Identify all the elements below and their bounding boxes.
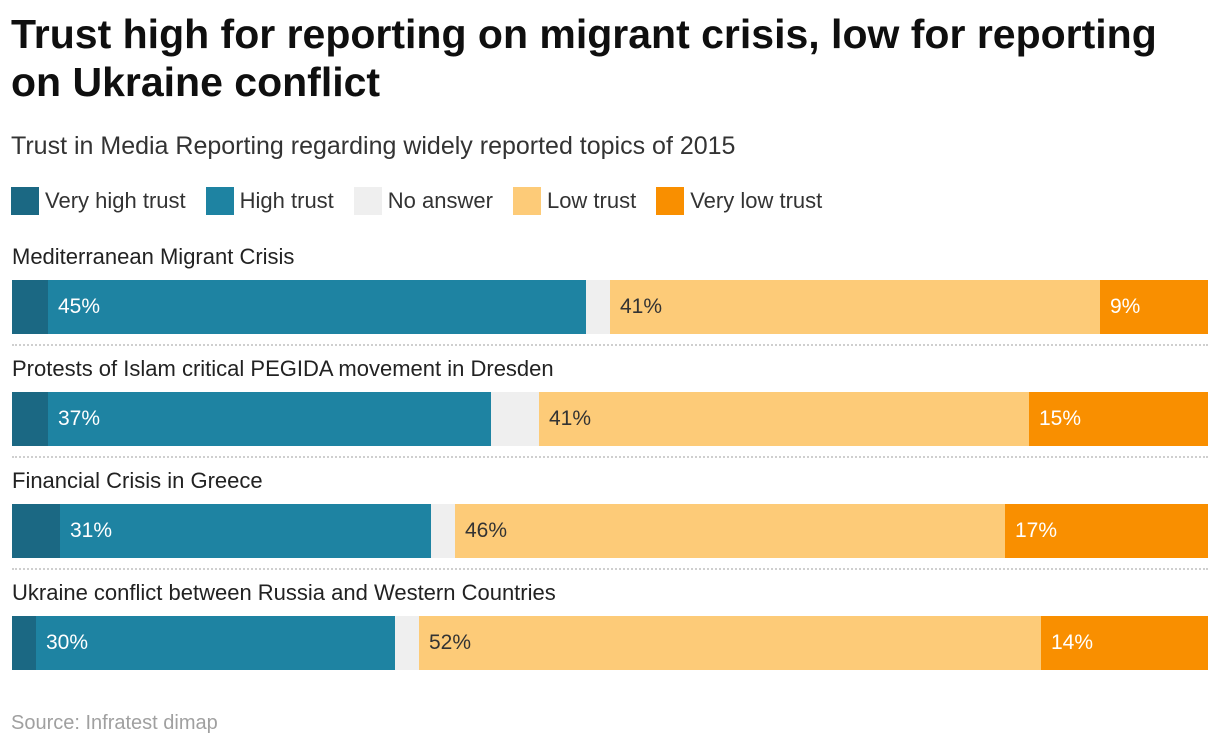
source-note: Source: Infratest dimap <box>11 712 218 734</box>
stacked-bar: 30% 52% 14% <box>12 616 1208 670</box>
bar-segment-low: 46% <box>455 504 1005 558</box>
bar-segment-high: 30% <box>36 616 395 670</box>
bar-segment-very-low: 17% <box>1005 504 1208 558</box>
data-label: 30% <box>46 631 89 654</box>
row-divider <box>12 568 1208 570</box>
legend-swatch <box>512 187 541 215</box>
category-label: Protests of Islam critical PEGIDA moveme… <box>12 356 554 381</box>
data-label: 17% <box>1015 519 1058 542</box>
data-label: 37% <box>58 407 101 430</box>
stacked-bar: 37% 41% 15% <box>12 392 1208 446</box>
bar-segment-no-answer <box>431 504 455 558</box>
category-label: Ukraine conflict between Russia and West… <box>12 580 556 605</box>
data-label: 46% <box>465 519 508 542</box>
bar-segment-low: 52% <box>419 616 1041 670</box>
bar-segment-very-high <box>12 504 60 558</box>
legend-swatch <box>353 187 382 215</box>
chart-row: Mediterranean Migrant Crisis 45% 41% 9% <box>12 238 1208 350</box>
legend-item-no-answer: No answer <box>353 187 493 215</box>
legend-item-high: High trust <box>205 187 334 215</box>
bar-segment-very-high <box>12 616 36 670</box>
legend-item-very-low: Very low trust <box>656 187 822 215</box>
bar-chart-rows: Mediterranean Migrant Crisis 45% 41% 9% Prot… <box>12 238 1208 686</box>
legend-item-low: Low trust <box>512 187 637 215</box>
row-divider <box>12 456 1208 458</box>
bar-segment-very-high <box>12 392 48 446</box>
bar-segment-no-answer <box>395 616 419 670</box>
data-label: 52% <box>429 631 472 654</box>
data-label: 15% <box>1039 407 1082 430</box>
legend-label: Low trust <box>546 188 637 213</box>
bar-segment-very-low: 14% <box>1041 616 1208 670</box>
bar-segment-low: 41% <box>610 280 1100 334</box>
data-label: 41% <box>549 407 592 430</box>
data-label: 45% <box>58 295 101 318</box>
bar-segment-high: 37% <box>48 392 491 446</box>
bar-segment-high: 31% <box>60 504 431 558</box>
legend-label: Very high trust <box>45 188 186 213</box>
stacked-bar: 31% 46% 17% <box>12 504 1208 558</box>
bar-segment-low: 41% <box>539 392 1029 446</box>
category-label: Mediterranean Migrant Crisis <box>12 244 295 269</box>
bar-segment-high: 45% <box>48 280 586 334</box>
legend-swatch <box>656 187 685 215</box>
legend-label: High trust <box>239 188 334 213</box>
bar-segment-very-low: 9% <box>1100 280 1208 334</box>
chart-subtitle: Trust in Media Reporting regarding widel… <box>11 132 736 160</box>
row-divider <box>12 344 1208 346</box>
chart-row: Financial Crisis in Greece 31% 46% 17% <box>12 462 1208 574</box>
legend-swatch <box>205 187 234 215</box>
bar-segment-very-low: 15% <box>1029 392 1208 446</box>
bar-segment-no-answer <box>586 280 610 334</box>
legend-label: No answer <box>387 188 493 213</box>
legend-label: Very low trust <box>690 188 823 213</box>
data-label: 9% <box>1110 295 1141 318</box>
stacked-bar: 45% 41% 9% <box>12 280 1208 334</box>
chart-legend: Very high trust High trust No answer Low tr… <box>11 186 842 216</box>
legend-item-very-high: Very high trust <box>11 187 186 215</box>
legend-swatch <box>11 187 39 215</box>
data-label: 14% <box>1051 631 1094 654</box>
chart-title: Trust high for reporting on migrant cris… <box>11 11 1157 105</box>
bar-segment-no-answer <box>491 392 539 446</box>
bar-segment-very-high <box>12 280 48 334</box>
category-label: Financial Crisis in Greece <box>12 468 263 493</box>
data-label: 31% <box>70 519 113 542</box>
chart-row: Protests of Islam critical PEGIDA moveme… <box>12 350 1208 462</box>
chart-row: Ukraine conflict between Russia and West… <box>12 574 1208 686</box>
data-label: 41% <box>620 295 663 318</box>
